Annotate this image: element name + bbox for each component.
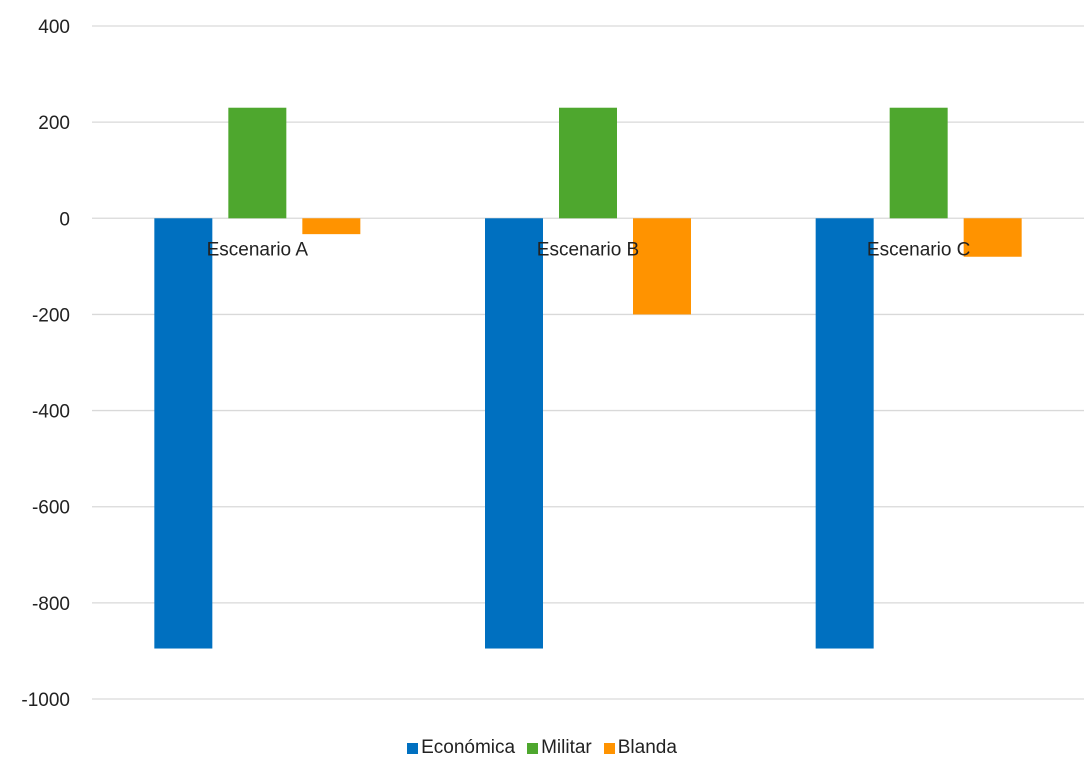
y-axis-tick-labels: 400 200 0 -200 -400 -600 -800 -1000 bbox=[21, 17, 70, 711]
legend-swatch-economica bbox=[407, 742, 419, 754]
legend-label-economica: Económica bbox=[421, 737, 516, 758]
bar-militar-escenario-c bbox=[889, 107, 948, 219]
bar-chart: 400 200 0 -200 -400 -600 -800 -1000 Escenario A… bbox=[21, 17, 1084, 711]
bar-economica-escenario-b bbox=[485, 218, 543, 649]
y-tick-label: -600 bbox=[32, 498, 70, 519]
y-tick-label: -400 bbox=[32, 402, 70, 423]
legend-item-economica: Económica bbox=[407, 737, 515, 759]
legend-swatch-blanda bbox=[603, 742, 615, 754]
y-tick-label: -200 bbox=[32, 305, 70, 326]
legend-label-blanda: Blanda bbox=[617, 737, 677, 758]
category-label-escenario-b: Escenario B bbox=[537, 239, 639, 260]
legend-swatch-militar bbox=[527, 742, 539, 754]
category-label-escenario-c: Escenario C bbox=[867, 239, 971, 260]
legend-item-militar: Militar bbox=[527, 737, 592, 759]
bar-economica-escenario-a bbox=[154, 218, 213, 649]
bar-blanda-escenario-b bbox=[633, 218, 691, 315]
legend-label-militar: Militar bbox=[541, 737, 592, 758]
y-tick-label: 200 bbox=[38, 113, 70, 134]
bars bbox=[154, 107, 1022, 649]
category-labels: Escenario A Escenario B Escenario C bbox=[207, 239, 971, 260]
category-label-escenario-a: Escenario A bbox=[207, 239, 309, 260]
bar-blanda-escenario-c bbox=[963, 218, 1022, 257]
y-tick-label: 400 bbox=[38, 17, 70, 38]
bar-blanda-escenario-a bbox=[302, 218, 361, 235]
y-tick-label: -800 bbox=[32, 594, 70, 615]
bar-economica-escenario-c bbox=[815, 218, 874, 649]
bar-militar-escenario-a bbox=[228, 107, 287, 219]
y-tick-label: 0 bbox=[59, 209, 70, 230]
bar-militar-escenario-b bbox=[559, 107, 617, 219]
legend: Económica Militar Blanda bbox=[0, 736, 1084, 760]
y-tick-label: -1000 bbox=[21, 690, 70, 711]
legend-item-blanda: Blanda bbox=[603, 737, 677, 759]
